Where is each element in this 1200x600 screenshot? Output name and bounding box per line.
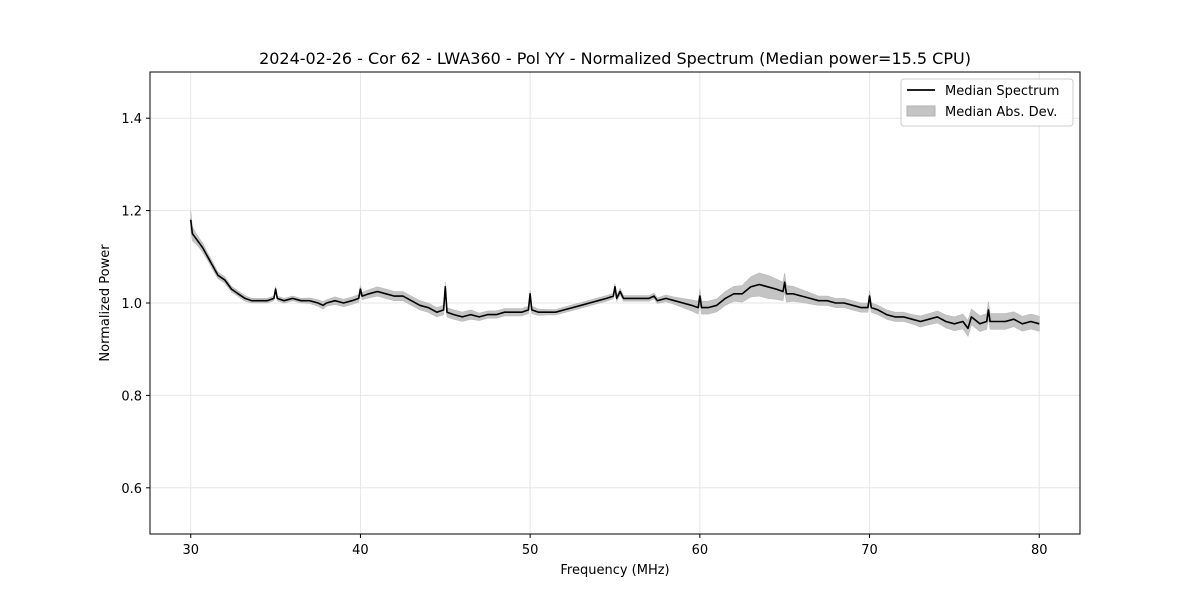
x-tick-label: 30 (182, 543, 199, 558)
y-tick-label: 1.4 (121, 112, 142, 127)
legend-median-abs-dev-swatch (906, 105, 936, 117)
x-tick-label: 40 (352, 543, 369, 558)
y-axis-label: Normalized Power (98, 244, 113, 362)
y-tick-label: 1.2 (121, 205, 142, 220)
legend-median-spectrum-label: Median Spectrum (945, 84, 1059, 99)
x-tick-label: 60 (692, 543, 709, 558)
x-axis-label: Frequency (MHz) (560, 563, 669, 578)
chart-title: 2024-02-26 - Cor 62 - LWA360 - Pol YY - … (259, 49, 971, 68)
legend-box (900, 78, 1074, 127)
plot-area (189, 210, 1040, 337)
legend-median-abs-dev-label: Median Abs. Dev. (945, 105, 1057, 120)
median-spectrum-line (189, 219, 1040, 330)
y-tick-label: 0.6 (121, 482, 142, 497)
legend: Median Spectrum Median Abs. Dev. (900, 78, 1074, 127)
x-tick-label: 70 (861, 543, 878, 558)
x-tick-label: 80 (1031, 543, 1048, 558)
y-tick-label: 1.0 (121, 297, 142, 312)
x-tick-label: 50 (522, 543, 539, 558)
y-tick-label: 0.8 (121, 389, 142, 404)
axis-ticks: 30 40 50 60 70 80 0.6 0.8 1.0 1.2 1.4 (121, 112, 1047, 558)
